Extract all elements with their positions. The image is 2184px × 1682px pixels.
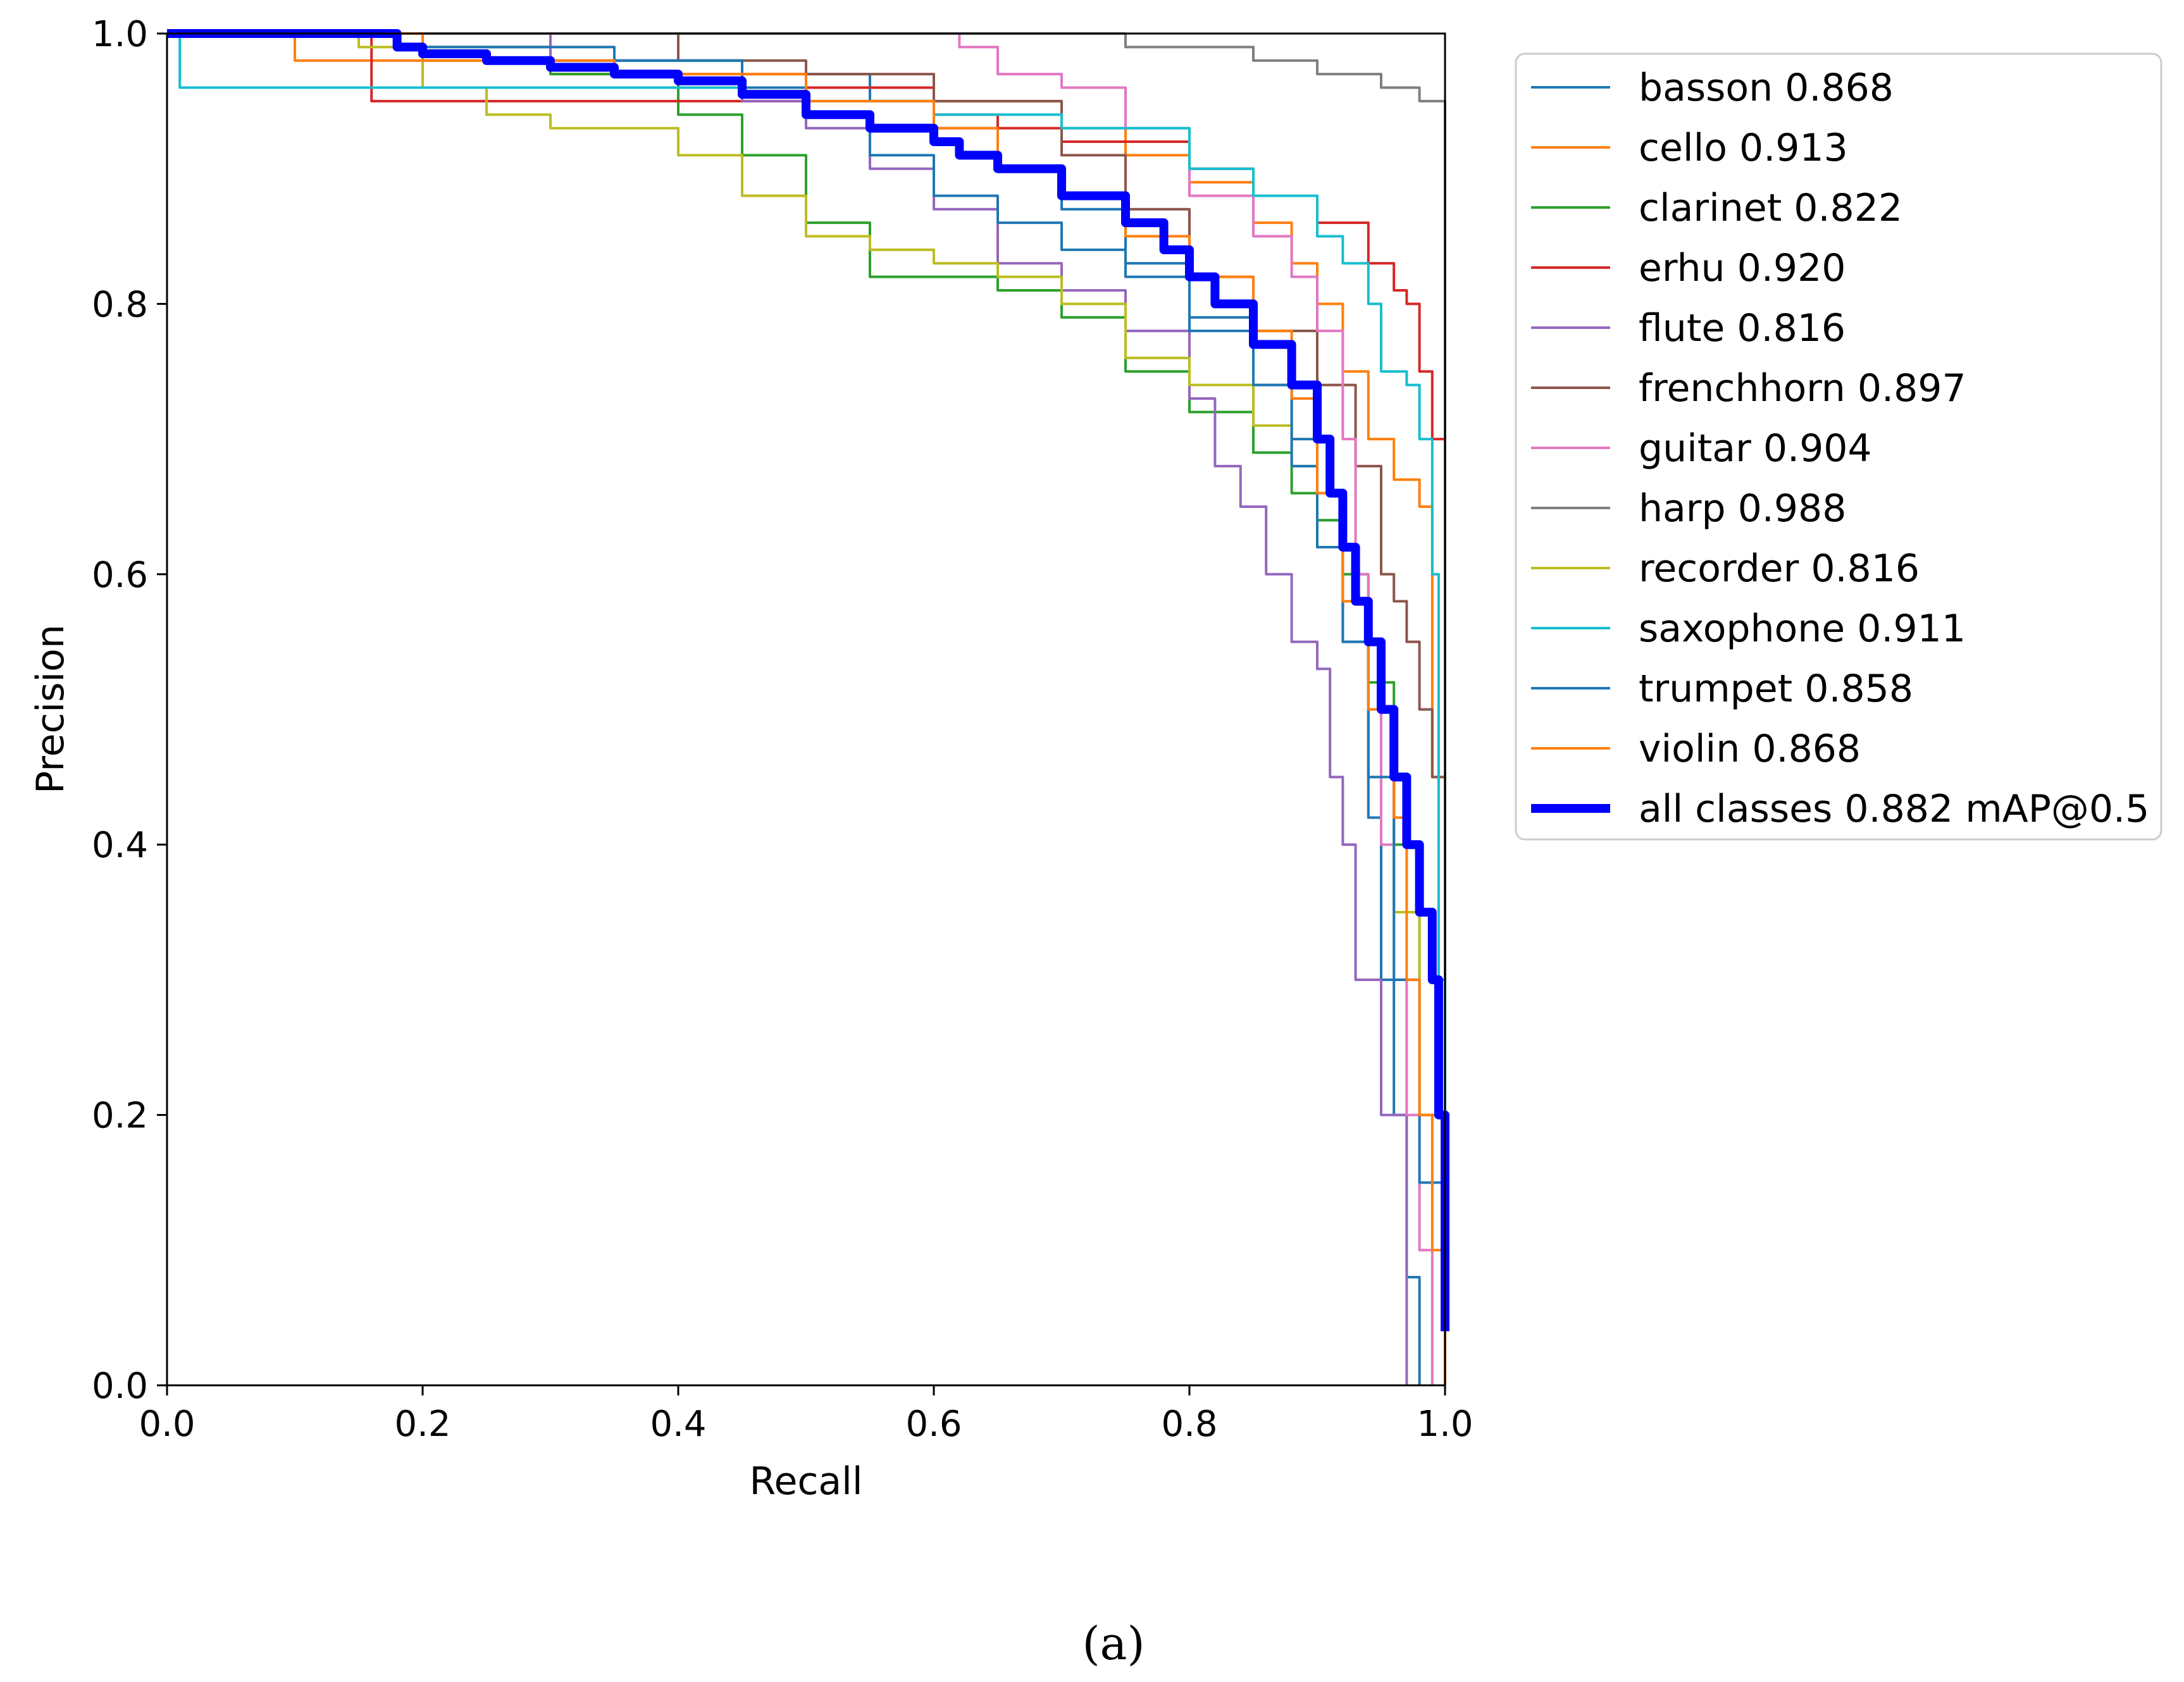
figure-caption: (a): [1082, 1617, 1145, 1670]
y-axis-title: Precision: [28, 624, 73, 794]
legend-box: [1515, 53, 2162, 841]
y-tick-label: 0.8: [92, 284, 148, 325]
legend-label: trumpet 0.858: [1639, 667, 1913, 711]
series-line-5: [167, 32, 1446, 1385]
series-line-4: [167, 32, 1408, 1385]
legend-label: all classes 0.882 mAP@0.5: [1639, 787, 2149, 831]
legend-label: violin 0.868: [1639, 727, 1861, 771]
legend-label: saxophone 0.911: [1639, 607, 1966, 651]
y-tick-label: 0.4: [92, 825, 148, 866]
legend-label: basson 0.868: [1639, 66, 1894, 110]
x-tick-label: 0.0: [139, 1404, 195, 1445]
y-tick-label: 0.6: [92, 555, 148, 596]
legend-label: recorder 0.816: [1639, 547, 1920, 591]
x-axis-ticks: 0.0 0.2 0.4 0.6 0.8 1.0: [139, 1385, 1474, 1445]
plot-frame: [166, 32, 1446, 1387]
series-layer: [167, 29, 1449, 1385]
legend-label: clarinet 0.822: [1639, 186, 1902, 230]
legend-label: harp 0.988: [1639, 486, 1846, 531]
x-tick-label: 0.4: [650, 1404, 706, 1445]
legend-label: cello 0.913: [1639, 126, 1848, 170]
x-tick-label: 0.8: [1161, 1404, 1217, 1445]
legend-label: erhu 0.920: [1639, 246, 1846, 290]
y-tick-label: 1.0: [92, 14, 148, 55]
series-line-12: [167, 29, 1449, 1332]
series-line-0: [167, 32, 1421, 1385]
legend-label: frenchhorn 0.897: [1639, 366, 1966, 411]
legend: basson 0.868 cello 0.913 clarinet 0.822 erh…: [1515, 53, 2162, 841]
y-tick-label: 0.0: [92, 1366, 148, 1407]
x-axis-title: Recall: [749, 1459, 862, 1504]
legend-label: flute 0.816: [1639, 306, 1846, 350]
series-line-7: [167, 32, 1446, 1385]
x-tick-label: 0.2: [394, 1404, 450, 1445]
x-tick-label: 1.0: [1417, 1404, 1473, 1445]
y-axis-ticks: 0.0 0.2 0.4 0.6 0.8 1.0: [92, 14, 167, 1407]
x-tick-label: 0.6: [905, 1404, 962, 1445]
legend-label: guitar 0.904: [1639, 426, 1872, 471]
y-tick-label: 0.2: [92, 1096, 148, 1137]
